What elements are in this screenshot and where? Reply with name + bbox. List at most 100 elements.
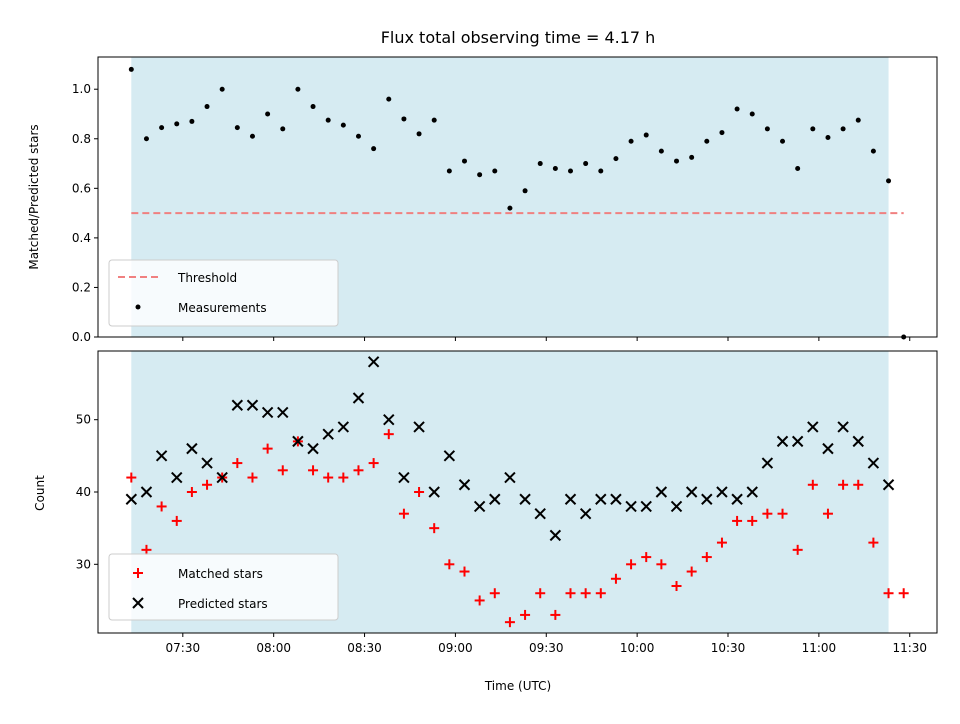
measurement-point-8 [249,133,255,139]
matched-star-point-26 [520,609,531,620]
measurement-point-18 [401,116,407,122]
legend-threshold-label: Threshold [177,271,237,285]
predicted-star-point-45 [807,421,819,433]
measurement-point-47 [840,126,846,132]
measurement-point-26 [522,188,528,194]
predicted-star-point-20 [428,486,440,498]
predicted-star-point-28 [549,529,562,542]
matched-star-point-50 [883,588,894,599]
measurement-points [128,66,907,340]
measurement-point-39 [719,130,725,136]
top-y-tick-label-5: 1.0 [72,82,91,96]
legend-measurements-label: Measurements [178,301,267,315]
matched-star-point-34 [641,552,652,563]
matched-star-point-14 [338,472,349,483]
measurement-point-3 [174,121,180,127]
predicted-star-point-34 [640,500,652,513]
predicted-star-point-2 [155,450,168,462]
matched-star-point-38 [701,552,712,563]
measurement-point-12 [310,104,316,110]
matched-star-point-15 [353,465,364,476]
matched-star-point-0 [126,472,137,483]
predicted-star-point-7 [231,399,244,411]
measurement-point-5 [204,104,210,110]
predicted-star-point-41 [746,486,758,498]
matched-star-point-32 [610,573,621,584]
legend-matched-label: Matched stars [178,567,263,581]
measurement-point-33 [628,138,634,144]
measurement-point-44 [795,166,801,172]
predicted-star-point-3 [171,471,183,484]
x-tick-label-1: 08:00 [256,641,291,655]
predicted-star-point-16 [367,356,380,368]
top-y-axis-ticks: 0.0 0.2 0.4 0.6 0.8 1.0 [72,82,98,344]
matched-star-point-41 [747,515,758,526]
predicted-star-point-22 [458,479,471,491]
matched-star-point-13 [323,472,334,483]
matched-star-point-46 [822,508,833,519]
matched-star-point-29 [565,588,576,599]
legend-predicted-swatch [132,597,144,609]
bottom-axes-frame [97,350,938,634]
matched-star-point-9 [262,443,273,454]
measurement-point-34 [643,132,649,138]
measurement-point-27 [537,161,543,167]
measurement-point-49 [870,148,876,154]
predicted-star-point-0 [125,493,138,505]
matched-star-point-45 [807,479,818,490]
legend-measurements-swatch [135,304,141,310]
measurement-point-30 [583,161,589,167]
measurement-point-1 [143,136,149,142]
measurement-point-43 [780,138,786,144]
measurement-point-48 [855,117,861,123]
predicted-star-point-12 [307,442,319,455]
x-tick-label-3: 09:00 [438,641,473,655]
predicted-star-point-13 [322,428,334,440]
matched-star-point-18 [398,508,409,519]
predicted-star-point-19 [413,421,425,433]
x-tick-label-7: 11:00 [802,641,837,655]
matched-star-point-44 [792,544,803,555]
matched-star-point-3 [171,515,182,526]
predicted-star-point-1 [140,486,153,498]
measurement-point-10 [280,126,286,132]
predicted-star-point-4 [186,442,198,455]
predicted-star-point-8 [246,399,259,411]
measurement-point-15 [355,133,361,139]
measurement-point-37 [689,154,695,160]
predicted-star-point-38 [701,493,713,505]
measurement-point-2 [159,125,165,131]
predicted-star-point-46 [822,442,834,455]
measurement-point-21 [446,168,452,174]
x-tick-label-5: 10:00 [620,641,655,655]
predicted-star-point-23 [473,500,486,513]
legend-predicted-label: Predicted stars [178,597,268,611]
matched-star-point-22 [459,566,470,577]
legend-matched-swatch [133,568,143,578]
matched-star-point-28 [550,609,561,620]
predicted-star-point-24 [489,493,501,505]
predicted-star-point-6 [216,471,228,484]
measurement-point-22 [461,158,467,164]
top-panel: 0.0 0.2 0.4 0.6 0.8 1.0 Matched/Predicted sta… [27,56,938,344]
measurement-point-4 [189,118,195,124]
top-y-tick-label-2: 0.4 [72,231,91,245]
measurement-point-0 [128,66,134,72]
predicted-star-point-40 [731,493,743,505]
matched-star-point-36 [671,581,682,591]
predicted-star-point-33 [625,500,637,513]
predicted-star-point-30 [579,507,592,520]
predicted-star-point-36 [670,500,683,513]
measurement-point-38 [704,138,710,144]
predicted-star-point-47 [837,421,849,433]
top-y-tick-label-0: 0.0 [72,330,91,344]
bottom-legend: Matched stars Predicted stars [108,553,339,621]
measurement-point-25 [507,205,513,211]
predicted-star-point-14 [337,421,350,433]
predicted-star-point-49 [867,457,880,469]
x-tick-label-2: 08:30 [347,641,382,655]
matched-star-point-37 [686,566,697,577]
measurement-point-35 [658,148,664,154]
top-legend: Threshold Measurements [108,259,339,327]
